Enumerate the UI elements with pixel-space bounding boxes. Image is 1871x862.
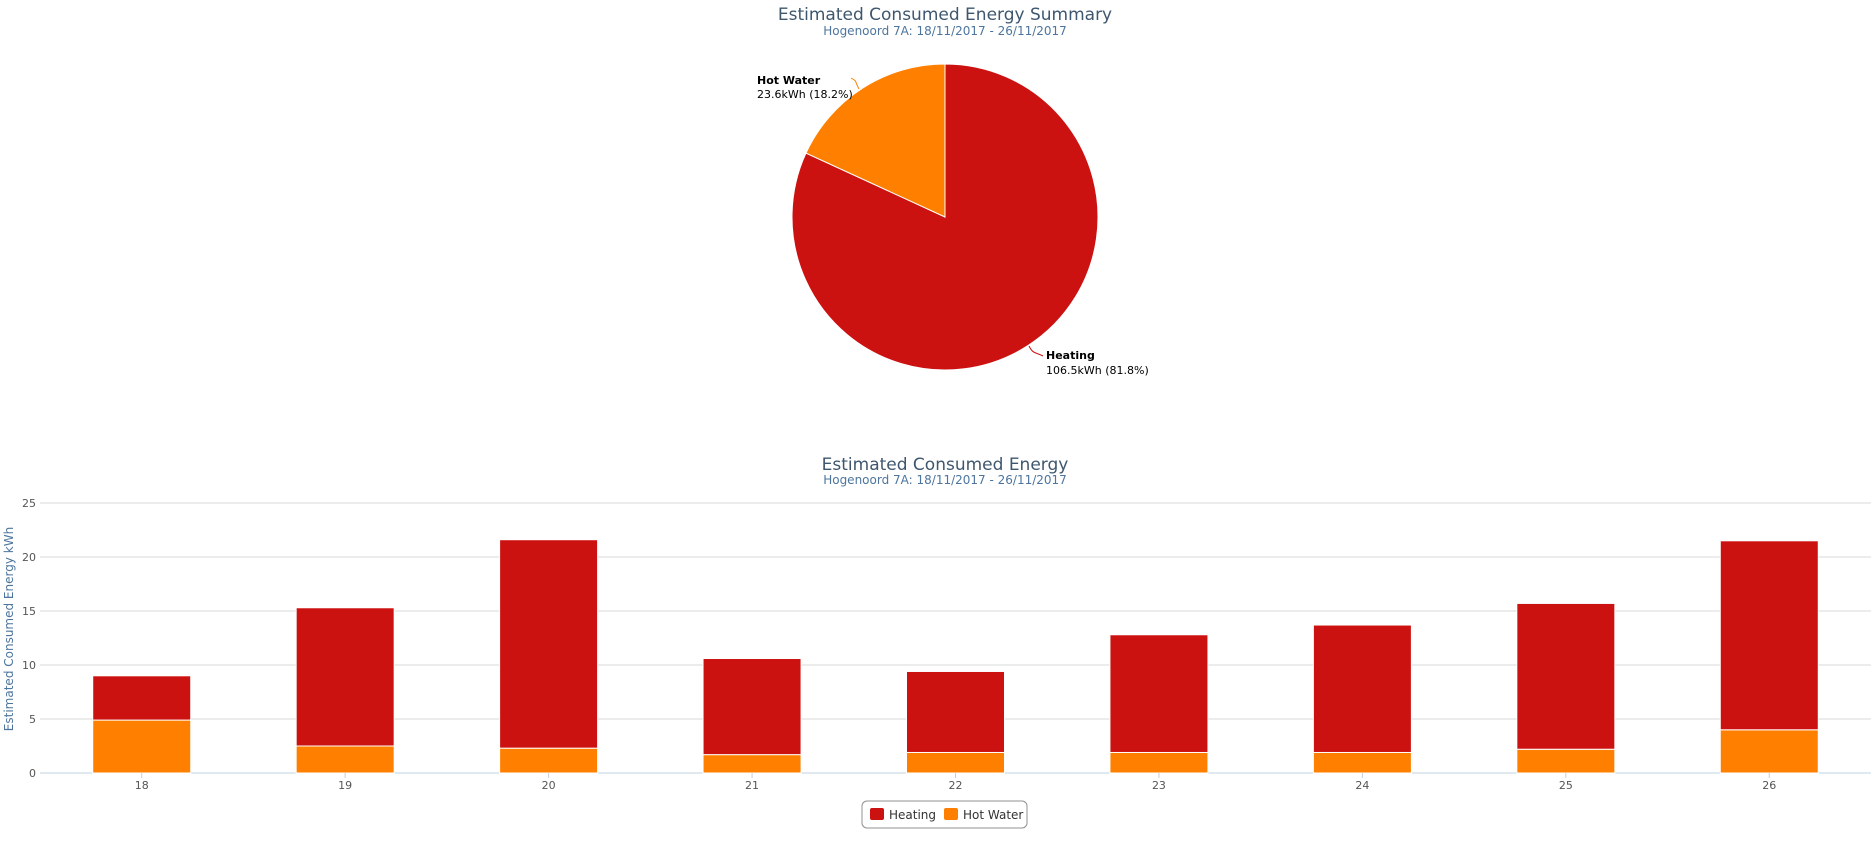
pie-label-hot-water-value: 23.6kWh (18.2%) [757,88,853,101]
bar-chart-title: Estimated Consumed Energy [822,455,1069,475]
legend-hot-water-swatch [944,808,958,820]
pie-label-heating-name: Heating [1046,349,1095,362]
bar-heating-18[interactable] [92,675,192,721]
pie-chart-title: Estimated Consumed Energy Summary [778,5,1112,25]
bar-heating-26[interactable] [1719,540,1819,731]
x-tick-label: 21 [745,779,759,792]
bar-hot-water-25[interactable] [1516,748,1616,774]
bar-hot-water-20[interactable] [499,747,599,774]
x-tick-label: 18 [135,779,149,792]
bar-hot-water-21[interactable] [702,754,802,774]
y-tick-label: 5 [29,713,36,726]
y-axis-label: Estimated Consumed Energy kWh [2,527,16,731]
x-tick-label: 26 [1762,779,1776,792]
y-tick-label: 20 [22,551,36,564]
stacked-bars [92,539,1819,774]
x-axis-ticks: 18 19 20 21 22 23 24 25 26 [135,773,1776,792]
pie-chart-subtitle: Hogenoord 7A: 18/11/2017 - 26/11/2017 [823,24,1067,38]
legend-heating-label: Heating [889,808,936,822]
legend-heating-swatch [870,808,884,820]
legend-item-heating[interactable]: Heating [870,808,936,822]
bar-heating-21[interactable] [702,658,802,756]
bar-chart-subtitle: Hogenoord 7A: 18/11/2017 - 26/11/2017 [823,473,1067,487]
x-tick-label: 25 [1559,779,1573,792]
pie-slice-hot-water[interactable] [805,63,946,218]
pie-label-hot-water-name: Hot Water [757,74,821,87]
bar-hot-water-18[interactable] [92,719,192,774]
heating-label-connector [1028,345,1044,357]
pie-chart [791,63,1099,371]
bar-hot-water-23[interactable] [1109,751,1209,774]
x-tick-label: 19 [338,779,352,792]
legend-item-hot-water[interactable]: Hot Water [944,808,1023,822]
legend: Heating Hot Water [861,800,1028,829]
y-tick-label: 15 [22,605,36,618]
x-tick-label: 20 [542,779,556,792]
bar-hot-water-24[interactable] [1312,751,1412,774]
y-tick-label: 25 [22,497,36,510]
bar-hot-water-26[interactable] [1719,729,1819,774]
legend-hot-water-label: Hot Water [963,808,1023,822]
bar-heating-25[interactable] [1516,602,1616,750]
bar-hot-water-19[interactable] [295,745,395,774]
bar-heating-24[interactable] [1312,624,1412,753]
x-tick-label: 23 [1152,779,1166,792]
hot-water-label-connector [850,77,860,90]
x-tick-label: 24 [1355,779,1369,792]
y-tick-label: 10 [22,659,36,672]
bar-hot-water-22[interactable] [906,751,1005,774]
pie-label-heating-value: 106.5kWh (81.8%) [1046,364,1149,377]
x-tick-label: 22 [949,779,963,792]
bar-heating-23[interactable] [1109,634,1209,753]
bar-heating-22[interactable] [906,670,1005,753]
bar-heating-19[interactable] [295,607,395,747]
y-axis-ticks: 0 5 10 15 20 25 [22,497,36,780]
y-tick-label: 0 [29,767,36,780]
bar-heating-20[interactable] [499,539,599,749]
